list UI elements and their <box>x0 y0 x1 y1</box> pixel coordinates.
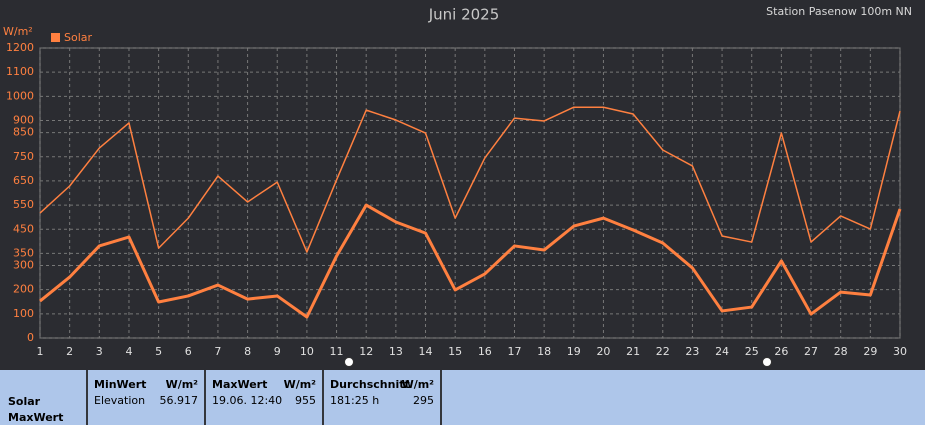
x-tick-label: 19 <box>567 345 581 358</box>
x-tick-label: 27 <box>804 345 818 358</box>
y-tick-label: 1000 <box>6 89 34 102</box>
x-tick-label: 12 <box>359 345 373 358</box>
x-tick-label: 10 <box>300 345 314 358</box>
x-tick-label: 29 <box>863 345 877 358</box>
legend-swatch <box>51 33 60 42</box>
x-tick-label: 14 <box>419 345 433 358</box>
x-tick-label: 30 <box>893 345 907 358</box>
x-tick-label: 8 <box>244 345 251 358</box>
y-tick-label: 300 <box>13 259 34 272</box>
column-unit: W/m² <box>284 378 317 391</box>
y-tick-label: 650 <box>13 174 34 187</box>
column-title: MinWert <box>94 378 146 391</box>
subtitle: Station Pasenow 100m NN <box>766 5 912 18</box>
y-tick-label: 900 <box>13 114 34 127</box>
x-tick-label: 18 <box>537 345 551 358</box>
x-tick-label: 11 <box>330 345 344 358</box>
y-tick-label: 750 <box>13 150 34 163</box>
x-tick-label: 6 <box>185 345 192 358</box>
column-value: 955 <box>295 394 316 407</box>
y-tick-label: 850 <box>13 126 34 139</box>
y-tick-label: 1100 <box>6 65 34 78</box>
data-line <box>39 203 902 319</box>
x-tick-label: 9 <box>274 345 281 358</box>
y-tick-label: 200 <box>13 283 34 296</box>
y-tick-label: 0 <box>27 331 34 344</box>
x-tick-label: 22 <box>656 345 670 358</box>
x-tick-label: 26 <box>774 345 788 358</box>
data-line <box>39 106 901 253</box>
table-header: MaxWert <box>8 411 63 424</box>
x-tick-label: 13 <box>389 345 403 358</box>
column-unit: W/m² <box>402 378 435 391</box>
x-tick-label: 3 <box>96 345 103 358</box>
background <box>0 0 925 370</box>
x-tick-label: 21 <box>626 345 640 358</box>
x-tick-label: 5 <box>155 345 162 358</box>
column-value: 56.917 <box>160 394 199 407</box>
x-tick-label: 28 <box>834 345 848 358</box>
y-tick-label: 350 <box>13 246 34 259</box>
x-tick-label: 15 <box>448 345 462 358</box>
x-tick-label: 20 <box>596 345 610 358</box>
x-tick-label: 25 <box>745 345 759 358</box>
marker-icon <box>762 357 772 367</box>
table-background <box>0 370 925 425</box>
x-tick-label: 16 <box>478 345 492 358</box>
column-unit: W/m² <box>166 378 199 391</box>
column-title: Durchschnitt <box>330 378 410 391</box>
x-tick-label: 2 <box>66 345 73 358</box>
x-tick-label: 24 <box>715 345 729 358</box>
column-title: MaxWert <box>212 378 267 391</box>
column-label: 19.06. 12:40 <box>212 394 282 407</box>
y-tick-label: 100 <box>13 307 34 320</box>
x-tick-label: 4 <box>125 345 132 358</box>
y-tick-label: 1200 <box>6 41 34 54</box>
marker-icon <box>344 357 354 367</box>
chart-title: Juni 2025 <box>428 6 500 24</box>
y-tick-label: 550 <box>13 198 34 211</box>
y-axis-label: W/m² <box>3 25 33 38</box>
x-tick-label: 1 <box>37 345 44 358</box>
column-label: Elevation <box>94 394 145 407</box>
y-tick-label: 450 <box>13 222 34 235</box>
legend-label: Solar <box>64 31 93 44</box>
column-value: 295 <box>413 394 434 407</box>
table-header: Solar <box>8 395 41 408</box>
x-tick-label: 7 <box>214 345 221 358</box>
x-tick-label: 17 <box>507 345 521 358</box>
column-label: 181:25 h <box>330 394 379 407</box>
x-tick-label: 23 <box>685 345 699 358</box>
